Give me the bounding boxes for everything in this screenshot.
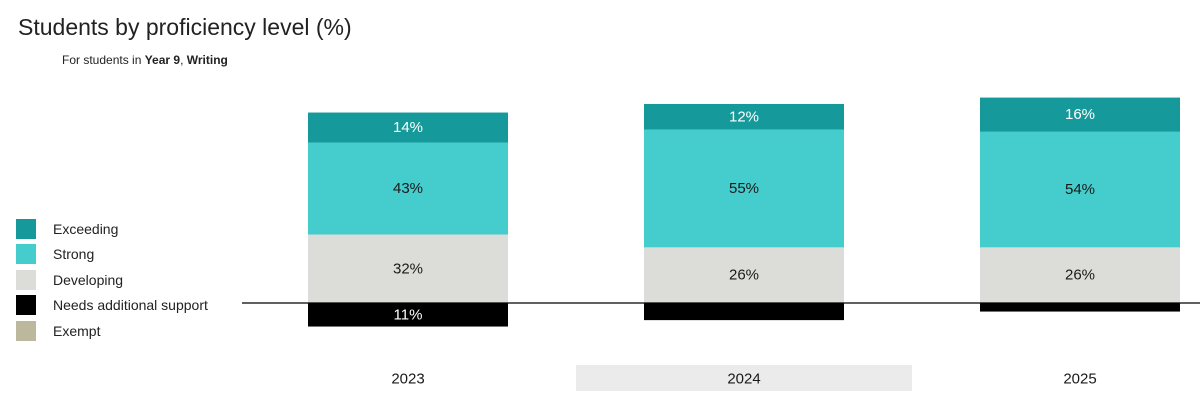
legend-label-exempt: Exempt <box>53 322 101 339</box>
bar-segment-strong-2025 <box>980 131 1180 248</box>
chart-subtitle: For students in Year 9, Writing <box>62 53 228 67</box>
bar-segment-exceeding-2024 <box>644 103 844 130</box>
data-label-needs-additional-support-2023: 11% <box>394 306 423 323</box>
data-label-exceeding-2024: 12% <box>729 108 759 125</box>
legend-item-exceeding: Exceeding <box>16 216 208 242</box>
category-highlight-2024 <box>576 365 912 391</box>
data-label-exceeding-2023: 14% <box>393 119 423 136</box>
bar-segment-developing-2023 <box>308 234 508 303</box>
subtitle-prefix: For students in <box>62 53 145 67</box>
bar-segment-needs-additional-support-2023 <box>308 303 508 327</box>
bar-segment-exceeding-2023 <box>308 112 508 143</box>
legend-label-needs-support: Needs additional support <box>53 297 208 314</box>
bar-segment-needs-additional-support-2024 <box>644 303 844 321</box>
legend-item-strong: Strong <box>16 242 208 268</box>
subtitle-year: Year 9 <box>144 53 181 67</box>
bar-segment-developing-2024 <box>644 247 844 303</box>
legend-swatch-strong <box>16 244 36 265</box>
data-label-strong-2024: 55% <box>729 180 759 197</box>
legend-item-exempt: Exempt <box>16 318 208 344</box>
data-label-strong-2025: 54% <box>1065 181 1095 198</box>
legend-label-developing: Developing <box>53 271 124 288</box>
legend-swatch-needs-support <box>16 295 36 316</box>
x-tick-label-2025: 2025 <box>1063 371 1096 388</box>
legend-swatch-exceeding <box>16 218 36 239</box>
legend-item-developing: Developing <box>16 267 208 293</box>
legend-label-strong: Strong <box>53 246 95 263</box>
bar-segment-exceeding-2025 <box>980 97 1180 132</box>
subtitle-separator: , <box>180 53 187 67</box>
data-label-developing-2024: 26% <box>729 267 759 284</box>
bar-segment-strong-2024 <box>644 129 844 248</box>
legend-label-exceeding: Exceeding <box>53 220 119 237</box>
bar-segment-needs-additional-support-2025 <box>980 303 1180 312</box>
legend: Exceeding Strong Developing Needs additi… <box>16 216 208 344</box>
bar-segment-strong-2023 <box>308 142 508 235</box>
data-label-developing-2023: 32% <box>393 260 423 277</box>
data-label-developing-2025: 26% <box>1065 267 1095 284</box>
subtitle-domain: Writing <box>186 53 228 67</box>
legend-item-needs-support: Needs additional support <box>16 293 208 319</box>
x-tick-label-2024: 2024 <box>727 371 760 388</box>
bar-segment-developing-2025 <box>980 247 1180 303</box>
legend-swatch-exempt <box>16 320 36 341</box>
legend-swatch-developing <box>16 269 36 290</box>
data-label-exceeding-2025: 16% <box>1065 106 1095 123</box>
chart-title: Students by proficiency level (%) <box>18 14 352 40</box>
data-label-strong-2023: 43% <box>393 180 423 197</box>
x-tick-label-2023: 2023 <box>391 371 424 388</box>
